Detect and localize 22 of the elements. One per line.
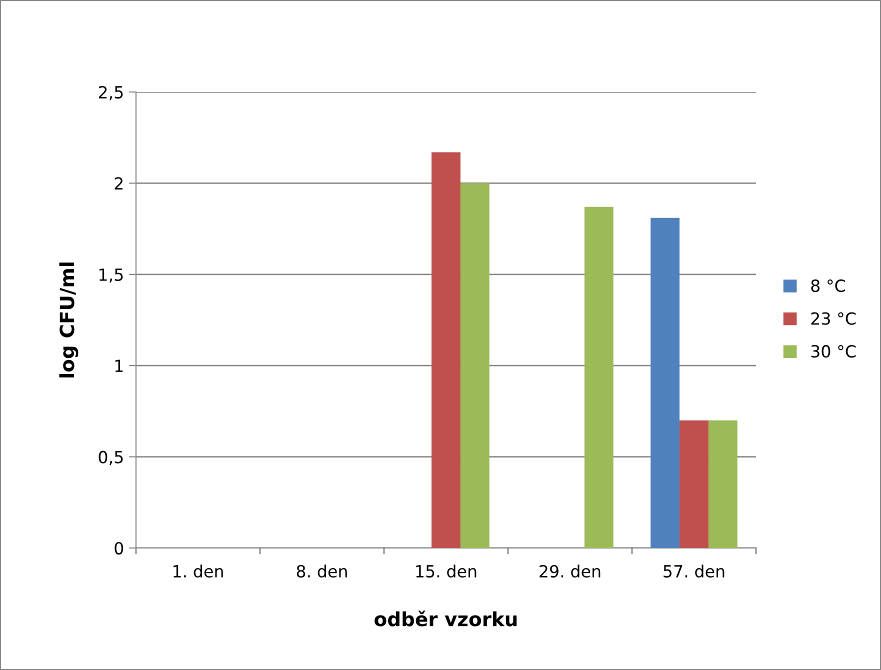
bar <box>432 152 460 548</box>
x-tick-label: 29. den <box>540 564 600 578</box>
bar <box>650 218 680 548</box>
bar <box>708 420 738 548</box>
x-tick-label: 1. den <box>174 564 223 578</box>
y-tick-label: 1,5 <box>100 268 123 283</box>
legend-label: 23 °C <box>811 312 856 325</box>
x-axis-title: odběr vzorku <box>374 610 517 626</box>
bar <box>584 206 614 548</box>
y-tick-label: 2,5 <box>98 86 123 100</box>
y-tick-label: 2 <box>114 177 123 190</box>
x-tick-label: 8. den <box>296 564 347 578</box>
y-tick-label: 1 <box>115 360 123 372</box>
legend-label: 30 °C <box>811 345 856 358</box>
bar <box>680 420 708 548</box>
y-tick-label: 0 <box>114 542 124 555</box>
x-tick-label: 15. den <box>416 564 476 578</box>
y-tick-label: 0,5 <box>98 450 123 466</box>
x-tick-label: 57. den <box>664 564 724 578</box>
legend-label: 8 °C <box>811 279 846 292</box>
y-axis-title: log CFU/ml <box>59 262 78 378</box>
bar <box>460 183 490 548</box>
